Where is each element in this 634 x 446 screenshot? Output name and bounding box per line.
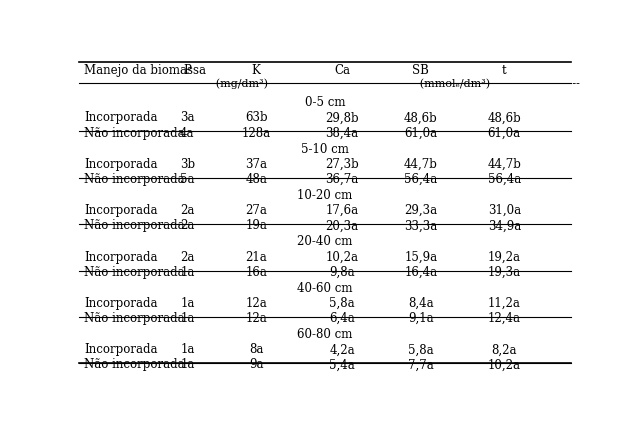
Text: 44,7b: 44,7b [404,158,437,171]
Text: 9a: 9a [249,359,263,372]
Text: 16a: 16a [245,266,267,279]
Text: Incorporada: Incorporada [84,251,158,264]
Text: 19a: 19a [245,219,267,232]
Text: K: K [252,64,261,77]
Text: Incorporada: Incorporada [84,343,158,356]
Text: SB: SB [412,64,429,77]
Text: 37a: 37a [245,158,267,171]
Text: 12a: 12a [245,297,267,310]
Text: 8a: 8a [249,343,263,356]
Text: Incorporada: Incorporada [84,204,158,217]
Text: 0-5 cm: 0-5 cm [305,96,345,109]
Text: 34,9a: 34,9a [488,219,521,232]
Text: 60-80 cm: 60-80 cm [297,328,353,341]
Text: 27a: 27a [245,204,267,217]
Text: 3a: 3a [180,112,195,124]
Text: 3b: 3b [180,158,195,171]
Text: 5-10 cm: 5-10 cm [301,143,349,156]
Text: 27,3b: 27,3b [325,158,359,171]
Text: 9,8a: 9,8a [329,266,355,279]
Text: 5,8a: 5,8a [408,343,434,356]
Text: 12,4a: 12,4a [488,312,521,325]
Text: 10,2a: 10,2a [488,359,521,372]
Text: 61,0a: 61,0a [488,127,521,140]
Text: Não incorporada: Não incorporada [84,219,184,232]
Text: Não incorporada: Não incorporada [84,173,184,186]
Text: 19,2a: 19,2a [488,251,521,264]
Text: Incorporada: Incorporada [84,297,158,310]
Text: 1a: 1a [180,297,195,310]
Text: 10-20 cm: 10-20 cm [297,189,353,202]
Text: t: t [502,64,507,77]
Text: 29,3a: 29,3a [404,204,437,217]
Text: P: P [183,64,191,77]
Text: Manejo da biomassa: Manejo da biomassa [84,64,206,77]
Text: 19,3a: 19,3a [488,266,521,279]
Text: 44,7b: 44,7b [488,158,521,171]
Text: 1a: 1a [180,266,195,279]
Text: 7,7a: 7,7a [408,359,434,372]
Text: 16,4a: 16,4a [404,266,437,279]
Text: 11,2a: 11,2a [488,297,521,310]
Text: Não incorporada: Não incorporada [84,312,184,325]
Text: Não incorporada: Não incorporada [84,127,184,140]
Text: 48,6b: 48,6b [488,112,521,124]
Text: 5a: 5a [180,173,195,186]
Text: Não incorporada: Não incorporada [84,266,184,279]
Text: 63b: 63b [245,112,268,124]
Text: 8,2a: 8,2a [491,343,517,356]
Text: 1a: 1a [180,359,195,372]
Text: 4a: 4a [180,127,195,140]
Text: ----------- (mg/dm³) -----------: ----------- (mg/dm³) ----------- [171,79,313,90]
Text: 20-40 cm: 20-40 cm [297,235,353,248]
Text: 48a: 48a [245,173,267,186]
Text: 29,8b: 29,8b [325,112,359,124]
Text: 20,3a: 20,3a [326,219,359,232]
Text: Ca: Ca [334,64,350,77]
Text: 56,4a: 56,4a [488,173,521,186]
Text: 2a: 2a [180,251,195,264]
Text: Incorporada: Incorporada [84,158,158,171]
Text: 6,4a: 6,4a [329,312,355,325]
Text: 2a: 2a [180,204,195,217]
Text: 21a: 21a [245,251,267,264]
Text: 4,2a: 4,2a [329,343,355,356]
Text: 56,4a: 56,4a [404,173,437,186]
Text: 8,4a: 8,4a [408,297,434,310]
Text: 31,0a: 31,0a [488,204,521,217]
Text: 17,6a: 17,6a [326,204,359,217]
Text: 33,3a: 33,3a [404,219,437,232]
Text: 1a: 1a [180,343,195,356]
Text: Não incorporada: Não incorporada [84,359,184,372]
Text: 38,4a: 38,4a [326,127,359,140]
Text: 5,4a: 5,4a [329,359,355,372]
Text: ----------------------- (mmolₑ/dm³) -----------------------: ----------------------- (mmolₑ/dm³) ----… [330,79,580,89]
Text: 128a: 128a [242,127,271,140]
Text: 1a: 1a [180,312,195,325]
Text: 10,2a: 10,2a [326,251,359,264]
Text: 40-60 cm: 40-60 cm [297,282,353,295]
Text: 5,8a: 5,8a [329,297,355,310]
Text: 15,9a: 15,9a [404,251,437,264]
Text: 48,6b: 48,6b [404,112,437,124]
Text: 12a: 12a [245,312,267,325]
Text: Incorporada: Incorporada [84,112,158,124]
Text: 9,1a: 9,1a [408,312,434,325]
Text: 2a: 2a [180,219,195,232]
Text: 61,0a: 61,0a [404,127,437,140]
Text: 36,7a: 36,7a [325,173,359,186]
